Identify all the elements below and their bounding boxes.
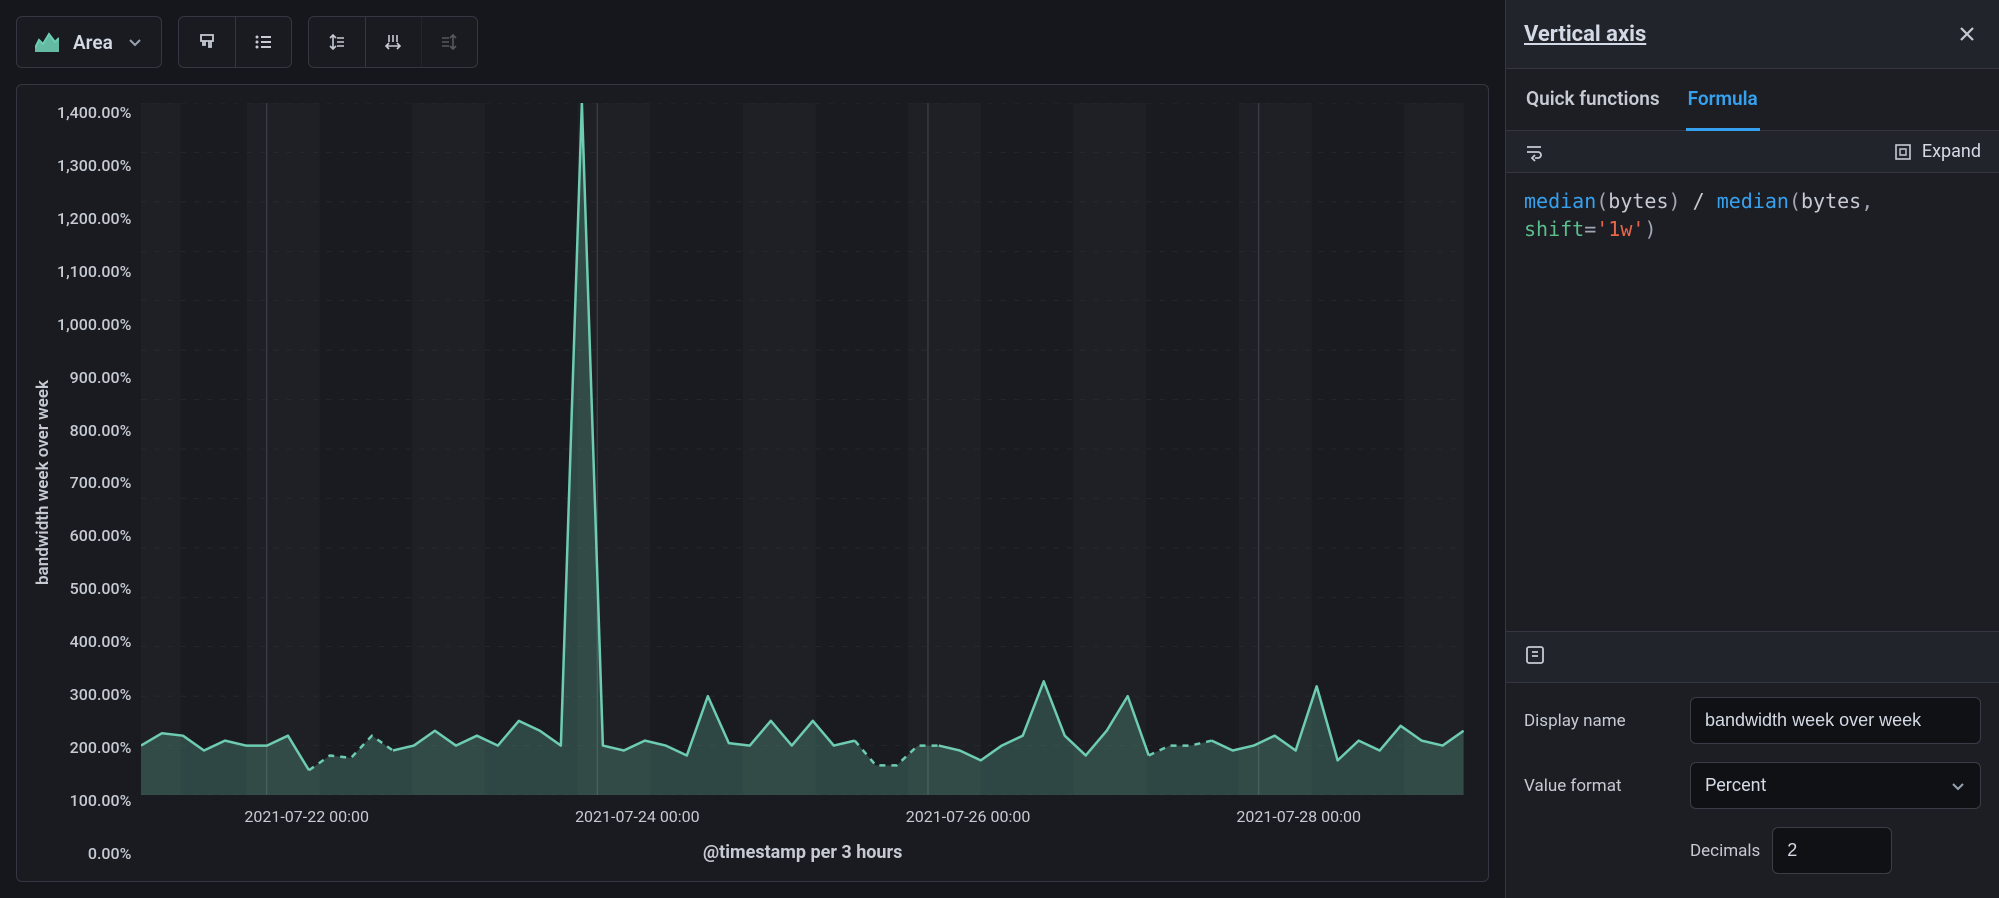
x-tick: 2021-07-28 00:00 xyxy=(1133,807,1464,826)
brush-icon xyxy=(197,32,217,52)
y-axis-ticks: 1,400.00% 1,300.00% 1,200.00% 1,100.00% 1,00… xyxy=(57,103,141,863)
legend-options-button[interactable] xyxy=(235,17,291,67)
chart-type-label: Area xyxy=(73,31,113,54)
left-pane: Area xyxy=(0,0,1505,898)
y-tick: 700.00% xyxy=(70,473,132,492)
axis-left-icon xyxy=(327,32,347,52)
x-axis-ticks: 2021-07-22 00:002021-07-24 00:002021-07-… xyxy=(141,795,1464,826)
decimals-input[interactable] xyxy=(1772,827,1892,874)
plot-wrap: 2021-07-22 00:002021-07-24 00:002021-07-… xyxy=(141,103,1464,863)
tab-quick-functions[interactable]: Quick functions xyxy=(1524,69,1662,131)
formula-editor[interactable]: median(bytes) / median(bytes, shift='1w'… xyxy=(1506,173,1999,632)
doc-row xyxy=(1506,632,1999,683)
y-tick: 1,300.00% xyxy=(57,156,131,175)
y-tick: 200.00% xyxy=(70,738,132,757)
value-format-label: Value format xyxy=(1524,776,1674,796)
y-tick: 900.00% xyxy=(70,368,132,387)
value-format-select[interactable]: Percent xyxy=(1690,762,1981,809)
x-tick: 2021-07-22 00:00 xyxy=(141,807,472,826)
list-icon xyxy=(253,32,273,52)
toolbar-group-1 xyxy=(178,16,292,68)
chart-panel: bandwidth week over week 1,400.00% 1,300.… xyxy=(16,84,1489,882)
display-name-label: Display name xyxy=(1524,711,1674,731)
display-name-input[interactable] xyxy=(1690,697,1981,744)
value-format-value: Percent xyxy=(1705,775,1767,796)
y-tick: 100.00% xyxy=(70,791,132,810)
axis-bottom-icon xyxy=(383,32,403,52)
documentation-icon[interactable] xyxy=(1524,644,1546,666)
axis-right-icon xyxy=(439,32,459,52)
app-root: Area xyxy=(0,0,1999,898)
panel-header: Vertical axis xyxy=(1506,0,1999,69)
y-tick: 500.00% xyxy=(70,579,132,598)
expand-button[interactable]: Expand xyxy=(1894,141,1981,162)
left-axis-button[interactable] xyxy=(309,17,365,67)
expand-icon xyxy=(1894,143,1912,161)
y-axis-title: bandwidth week over week xyxy=(29,103,57,863)
y-tick: 1,400.00% xyxy=(57,103,131,122)
config-panel: Vertical axis Quick functions Formula Ex… xyxy=(1505,0,1999,898)
y-tick: 300.00% xyxy=(70,685,132,704)
panel-tabs: Quick functions Formula xyxy=(1506,69,1999,131)
expand-label: Expand xyxy=(1922,141,1981,162)
right-axis-button xyxy=(421,17,477,67)
decimals-label: Decimals xyxy=(1690,841,1760,861)
y-tick: 800.00% xyxy=(70,421,132,440)
y-tick: 1,100.00% xyxy=(57,262,131,281)
chevron-down-icon xyxy=(1950,778,1966,794)
config-form: Display name Value format Percent Decima… xyxy=(1506,683,1999,898)
x-axis-title: @timestamp per 3 hours xyxy=(141,826,1464,863)
y-tick: 1,000.00% xyxy=(57,315,131,334)
chart-body: bandwidth week over week 1,400.00% 1,300.… xyxy=(29,103,1464,863)
area-chart-icon xyxy=(35,32,59,52)
chart-plot[interactable] xyxy=(141,103,1464,795)
visual-options-button[interactable] xyxy=(179,17,235,67)
chart-toolbar: Area xyxy=(16,16,1489,68)
close-icon xyxy=(1957,24,1977,44)
y-tick: 400.00% xyxy=(70,632,132,651)
formula-toolbar: Expand xyxy=(1506,131,1999,173)
toolbar-group-2 xyxy=(308,16,478,68)
tab-formula[interactable]: Formula xyxy=(1686,69,1760,131)
y-tick: 0.00% xyxy=(88,844,132,863)
y-tick: 600.00% xyxy=(70,526,132,545)
y-tick: 1,200.00% xyxy=(57,209,131,228)
bottom-axis-button[interactable] xyxy=(365,17,421,67)
chevron-down-icon xyxy=(127,34,143,50)
x-tick: 2021-07-24 00:00 xyxy=(472,807,803,826)
close-button[interactable] xyxy=(1953,20,1981,48)
x-tick: 2021-07-26 00:00 xyxy=(803,807,1134,826)
decimals-row: Decimals xyxy=(1690,827,1981,874)
panel-title: Vertical axis xyxy=(1524,22,1646,47)
word-wrap-icon[interactable] xyxy=(1524,142,1544,162)
chart-type-dropdown[interactable]: Area xyxy=(16,16,162,68)
